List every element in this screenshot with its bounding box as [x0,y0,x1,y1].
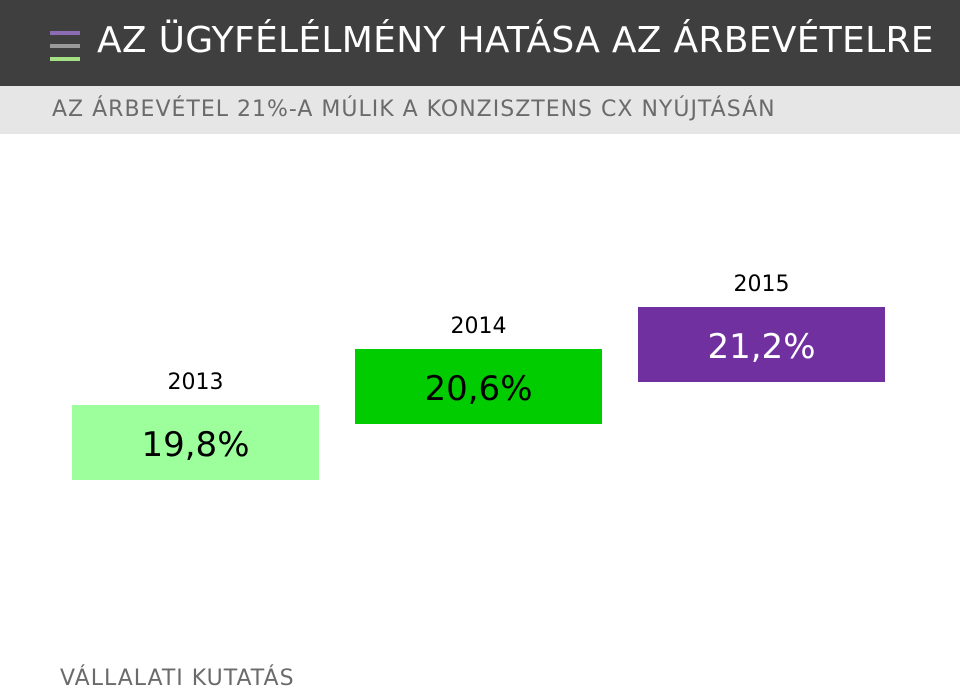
page-subtitle: AZ ÁRBEVÉTEL 21%-A MÚLIK A KONZISZTENS C… [52,97,776,122]
bar-2014 [355,349,602,424]
bar-2015 [638,307,885,382]
page-title: AZ ÜGYFÉLÉLMÉNY HATÁSA AZ ÁRBEVÉTELRE [97,20,934,61]
menu-lines-icon [50,31,80,63]
category-label-2015: 2015 [734,272,790,297]
header-bar: AZ ÜGYFÉLÉLMÉNY HATÁSA AZ ÁRBEVÉTELRE [0,0,960,86]
subtitle-bar: AZ ÁRBEVÉTEL 21%-A MÚLIK A KONZISZTENS C… [0,86,960,134]
value-label-2013: 19,8% [141,425,249,465]
bar-2013 [72,405,319,480]
value-label-2015: 21,2% [707,327,815,367]
value-label-2014: 20,6% [424,369,532,409]
source-label: VÁLLALATI KUTATÁS [60,666,295,691]
revenue-step-chart: 2013 19,8% 2014 20,6% 2015 21,2% [72,272,885,480]
category-label-2014: 2014 [451,314,507,339]
category-label-2013: 2013 [168,370,224,395]
